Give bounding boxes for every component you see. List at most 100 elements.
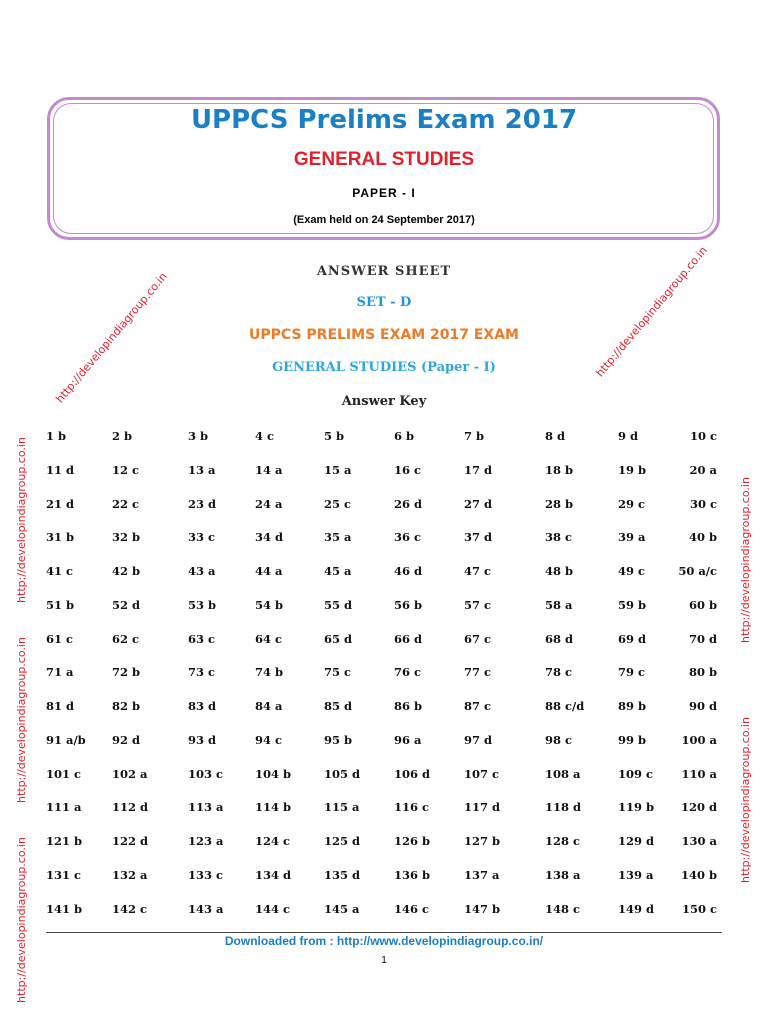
answer-cell: 93 d [188,732,217,747]
page-number: 1 [381,955,387,966]
answer-cell: 102 a [112,766,148,781]
answer-cell: 77 c [464,665,492,680]
answer-cell: 15 a [324,462,352,477]
answer-cell: 25 c [324,496,352,511]
answer-cell: 150 c [681,901,717,916]
answer-cell: 97 d [464,732,493,747]
answer-cell: 91 a/b [46,732,86,747]
subject-title: GENERAL STUDIES [293,149,475,170]
answer-cell: 115 a [324,800,360,815]
answer-cell: 100 a [681,732,717,747]
answer-cell: 149 d [618,901,655,916]
answer-cell: 99 b [618,732,647,747]
answer-cell: 143 a [188,901,224,916]
watermark-text: http://developindiagroup.co.in [739,717,752,883]
answer-cell: 116 c [394,800,430,815]
answer-cell: 34 d [255,530,284,545]
answer-cell: 65 d [324,631,353,646]
answer-cell: 75 c [324,665,352,680]
answer-cell: 109 c [618,766,654,781]
answer-cell: 51 b [46,597,75,612]
answer-cell: 107 c [464,766,500,781]
answer-cell: 142 c [112,901,148,916]
answer-cell: 83 d [188,699,217,713]
answer-cell: 106 d [394,766,431,781]
answer-cell: 118 d [545,800,582,815]
answer-cell: 104 b [255,766,292,781]
answer-cell: 82 b [112,699,141,713]
answer-cell: 35 a [324,530,352,545]
answer-cell: 126 b [394,834,431,848]
answer-cell: 9 d [618,429,639,443]
answer-cell: 46 d [394,564,423,578]
answer-cell: 110 a [681,766,717,781]
answer-cell: 64 c [255,631,283,646]
answer-cell: 114 b [255,800,292,815]
answer-key-heading: Answer Key [341,394,427,409]
answer-cell: 134 d [255,867,292,882]
answer-cell: 81 d [46,699,75,713]
answer-cell: 127 b [464,834,501,848]
answer-cell: 146 c [394,901,430,916]
answer-cell: 32 b [112,530,141,545]
answer-cell: 39 a [618,530,646,545]
answer-cell: 66 d [394,631,423,646]
answer-cell: 68 d [545,631,574,646]
answer-cell: 1 b [46,429,67,443]
answer-cell: 124 c [255,834,291,848]
answer-cell: 121 b [46,834,83,848]
answer-cell: 16 c [394,462,422,477]
answer-cell: 40 b [688,530,717,545]
answer-cell: 108 a [545,766,581,781]
answer-cell: 48 b [545,564,574,578]
answer-cell: 96 a [394,732,422,747]
answer-cell: 7 b [464,429,485,443]
answer-cell: 31 b [46,530,75,545]
answer-cell: 36 c [394,530,422,545]
answer-cell: 33 c [188,530,216,545]
answer-cell: 133 c [188,867,224,882]
answer-cell: 70 d [688,631,717,646]
exam-title: UPPCS Prelims Exam 2017 [190,105,578,135]
answer-cell: 130 a [681,834,717,848]
answer-cell: 52 d [112,597,141,612]
answer-cell: 135 d [324,867,361,882]
answer-cell: 38 c [545,530,573,545]
answer-cell: 80 b [688,665,717,680]
answer-cell: 30 c [689,496,717,511]
answer-cell: 129 d [618,834,655,848]
answer-cell: 21 d [46,496,75,511]
answer-cell: 137 a [464,867,500,882]
answer-cell: 41 c [46,564,74,578]
answer-cell: 8 d [545,429,566,443]
answer-cell: 37 d [464,530,493,545]
answer-cell: 13 a [188,462,216,477]
answer-cell: 103 c [188,766,224,781]
answer-cell: 105 d [324,766,361,781]
answer-cell: 69 d [618,631,647,646]
footer-download-link[interactable]: Downloaded from : http://www.developindi… [224,934,544,948]
answer-cell: 11 d [46,462,75,477]
answer-cell: 140 b [680,867,717,882]
answer-cell: 63 c [188,631,216,646]
answer-cell: 55 d [324,597,353,612]
title-frame [47,97,720,240]
footer-divider [46,932,722,933]
exam-heading: UPPCS PRELIMS EXAM 2017 EXAM [249,327,519,343]
answer-cell: 44 a [255,564,283,578]
watermark-text: http://developindiagroup.co.in [15,437,28,603]
set-label: SET - D [356,295,412,310]
answer-cell: 144 c [255,901,291,916]
answer-cell: 43 a [188,564,216,578]
answer-cell: 128 c [545,834,581,848]
answer-cell: 60 b [688,597,717,612]
answer-cell: 3 b [188,429,209,443]
answer-cell: 147 b [464,901,501,916]
answer-cell: 132 a [112,867,148,882]
answer-cell: 58 a [545,597,573,612]
answer-cell: 120 d [680,800,717,815]
answer-cell: 72 b [112,665,141,680]
answer-cell: 27 d [464,496,493,511]
answer-cell: 90 d [688,699,717,713]
answer-cell: 73 c [188,665,216,680]
